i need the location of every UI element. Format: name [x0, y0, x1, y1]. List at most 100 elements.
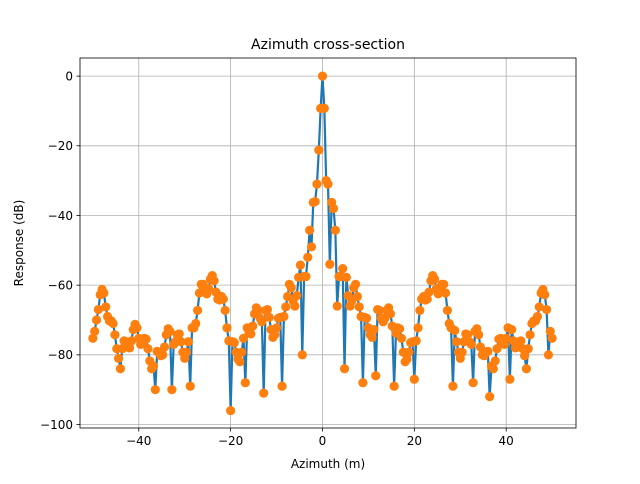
data-point: [110, 330, 120, 340]
data-point: [176, 337, 186, 347]
data-point: [317, 71, 328, 81]
data-point: [174, 329, 184, 339]
data-point: [125, 343, 135, 353]
data-point: [442, 305, 453, 316]
data-point: [115, 364, 126, 374]
data-point: [450, 325, 460, 336]
data-point: [319, 103, 329, 113]
data-point: [226, 405, 236, 416]
data-point: [374, 305, 385, 316]
data-point: [350, 279, 361, 289]
data-point: [483, 346, 493, 356]
data-point: [451, 337, 462, 347]
y-tick-label: −60: [48, 278, 73, 292]
y-axis-label: Response (dB): [12, 200, 26, 287]
data-point: [262, 304, 272, 315]
data-point: [402, 354, 412, 364]
data-point: [542, 304, 552, 315]
x-tick-label: 20: [407, 434, 422, 448]
y-tick-label: −80: [48, 348, 73, 362]
data-point: [332, 301, 342, 311]
data-point: [354, 302, 364, 312]
data-point: [141, 334, 151, 344]
data-point: [540, 290, 550, 300]
grid: [80, 58, 576, 428]
data-point: [305, 225, 315, 235]
data-point: [448, 381, 458, 391]
data-point: [474, 330, 484, 340]
data-point: [534, 302, 544, 312]
y-tick-label: −20: [48, 139, 73, 153]
data-point: [209, 276, 219, 286]
data-point: [519, 351, 530, 361]
data-point: [466, 339, 476, 349]
data-point: [297, 350, 307, 360]
data-point: [411, 336, 421, 346]
data-point: [248, 321, 258, 331]
data-point: [220, 305, 230, 316]
series-response: [88, 71, 557, 416]
data-point: [422, 294, 432, 304]
data-point: [148, 361, 159, 371]
data-point: [167, 385, 177, 395]
data-point: [132, 323, 142, 333]
data-point: [415, 305, 425, 316]
data-point: [286, 283, 296, 293]
data-point: [490, 356, 500, 366]
data-point: [488, 364, 498, 374]
data-point: [259, 388, 269, 398]
data-point: [369, 324, 379, 335]
data-point: [281, 302, 291, 312]
data-point: [330, 225, 340, 235]
data-point: [523, 344, 533, 354]
chart-title: Azimuth cross-section: [251, 37, 405, 53]
data-point: [468, 378, 478, 388]
data-point: [99, 288, 109, 298]
data-point: [88, 333, 98, 343]
data-point: [352, 291, 362, 302]
data-point: [126, 336, 137, 346]
data-point: [270, 330, 280, 340]
data-point: [547, 333, 557, 343]
plot-frame: [79, 57, 577, 429]
data-point: [290, 301, 300, 311]
data-point: [203, 284, 214, 294]
y-tick-label: −100: [40, 418, 73, 432]
data-point: [271, 323, 282, 333]
data-point: [90, 326, 100, 336]
data-point: [485, 392, 495, 402]
x-tick-label: −20: [218, 434, 243, 448]
data-point: [108, 318, 118, 329]
data-point: [325, 259, 335, 269]
data-point: [543, 350, 554, 360]
data-point: [264, 312, 274, 322]
data-point: [323, 179, 333, 189]
data-point: [183, 337, 193, 347]
data-point: [191, 318, 201, 329]
data-point: [257, 317, 267, 327]
data-point: [396, 333, 407, 343]
data-point: [143, 344, 153, 354]
data-point: [277, 381, 287, 391]
data-point: [389, 381, 399, 391]
data-point: [429, 274, 440, 284]
data-point: [310, 196, 320, 207]
ticks: −40 −20 0 20 40 0 −20 −40 −60 −80 −100: [40, 69, 514, 448]
data-point: [93, 304, 103, 315]
data-point: [439, 279, 449, 289]
data-point: [505, 374, 515, 384]
data-point: [295, 260, 306, 270]
data-point: [395, 324, 405, 334]
data-point: [371, 371, 381, 381]
data-point: [229, 338, 239, 348]
data-point: [240, 378, 250, 388]
x-tick-label: 0: [319, 434, 327, 448]
data-point: [303, 252, 313, 262]
data-point: [385, 309, 396, 319]
data-point: [150, 385, 160, 395]
data-point: [159, 342, 170, 352]
data-point: [328, 203, 339, 214]
data-point: [113, 353, 124, 363]
data-point: [404, 347, 414, 357]
